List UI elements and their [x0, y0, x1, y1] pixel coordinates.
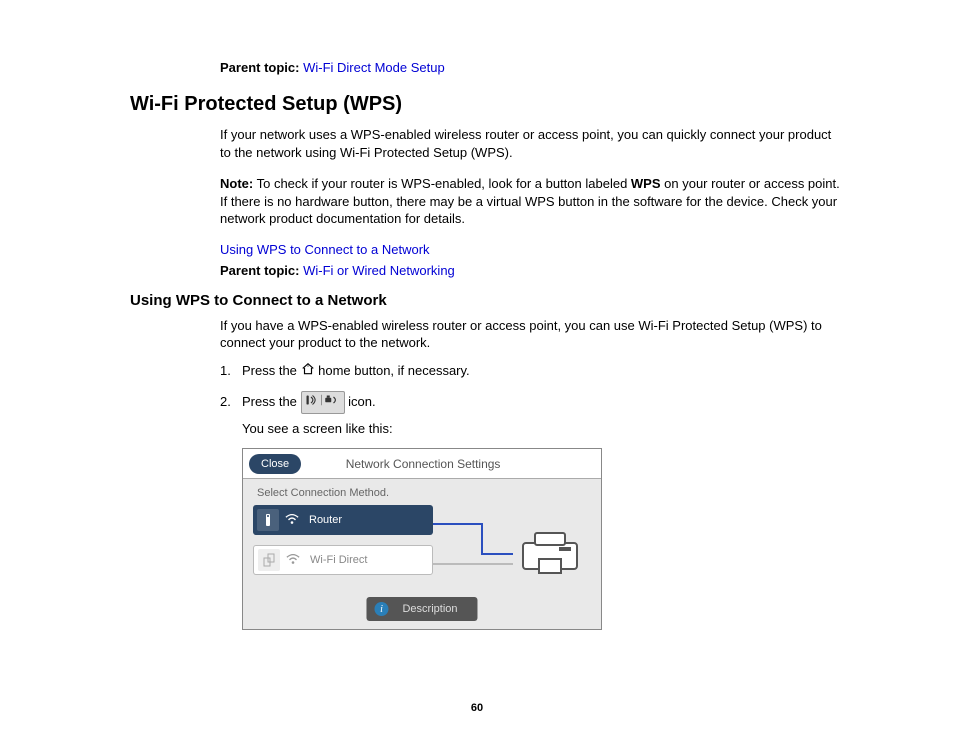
- device-option-router-label: Router: [309, 514, 342, 526]
- page-number: 60: [0, 702, 954, 714]
- info-icon: i: [374, 602, 388, 616]
- connector-line: [433, 563, 513, 565]
- device-title: Network Connection Settings: [251, 457, 595, 471]
- device-prompt: Select Connection Method.: [257, 487, 591, 499]
- device-option-wifidirect-label: Wi-Fi Direct: [310, 554, 367, 566]
- step-2-text-b: icon.: [345, 394, 376, 409]
- intro-paragraph: If your network uses a WPS-enabled wirel…: [220, 126, 844, 161]
- note-text-a: To check if your router is WPS-enabled, …: [253, 176, 631, 191]
- note-label: Note:: [220, 176, 253, 191]
- network-status-icon: [301, 391, 345, 414]
- connector-line: [433, 523, 481, 525]
- parent-topic-top-link[interactable]: Wi-Fi Direct Mode Setup: [303, 60, 445, 75]
- link-using-wps-row: Using WPS to Connect to a Network: [220, 242, 844, 257]
- wifi-icon: [285, 513, 299, 528]
- section-heading-h2: Using WPS to Connect to a Network: [130, 292, 844, 309]
- step-2: 2.Press the icon. You see a screen like …: [220, 391, 844, 438]
- step-1-number: 1.: [220, 362, 242, 380]
- h2-intro-paragraph: If you have a WPS-enabled wireless route…: [220, 317, 844, 352]
- parent-topic-label: Parent topic:: [220, 60, 299, 75]
- home-icon: [301, 362, 315, 381]
- step-1: 1.Press the home button, if necessary.: [220, 362, 844, 381]
- device-body: Select Connection Method. Router Wi-Fi D…: [243, 479, 601, 629]
- connector-line: [481, 553, 513, 555]
- parent-topic-mid-link[interactable]: Wi-Fi or Wired Networking: [303, 263, 455, 278]
- parent-topic-mid: Parent topic: Wi-Fi or Wired Networking: [220, 263, 844, 278]
- device-description-label: Description: [402, 603, 457, 615]
- device-screenshot: Close Network Connection Settings Select…: [242, 448, 602, 630]
- device-option-wifidirect[interactable]: Wi-Fi Direct: [253, 545, 433, 575]
- step-2-text-a: Press the: [242, 394, 301, 409]
- step-2-number: 2.: [220, 393, 242, 411]
- parent-topic-mid-label: Parent topic:: [220, 263, 299, 278]
- page-title-h1: Wi-Fi Protected Setup (WPS): [130, 93, 844, 116]
- router-antenna-icon: [257, 509, 279, 531]
- step-1-text-b: home button, if necessary.: [315, 363, 470, 378]
- device-titlebar: Close Network Connection Settings: [243, 449, 601, 479]
- note-wps-bold: WPS: [631, 176, 661, 191]
- note-block: Note: To check if your router is WPS-ena…: [220, 175, 844, 228]
- connector-line: [481, 523, 483, 553]
- parent-topic-top: Parent topic: Wi-Fi Direct Mode Setup: [220, 60, 844, 75]
- printer-icon: [521, 529, 579, 575]
- device-icon: [258, 549, 280, 571]
- step-2-followup: You see a screen like this:: [242, 420, 844, 438]
- wifi-icon: [286, 553, 300, 568]
- steps-list: 1.Press the home button, if necessary. 2…: [220, 362, 844, 439]
- device-option-router[interactable]: Router: [253, 505, 433, 535]
- link-using-wps[interactable]: Using WPS to Connect to a Network: [220, 242, 430, 257]
- device-description-button[interactable]: i Description: [366, 597, 477, 621]
- step-1-text-a: Press the: [242, 363, 301, 378]
